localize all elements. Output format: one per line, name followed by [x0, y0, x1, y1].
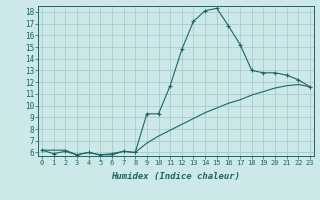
- X-axis label: Humidex (Indice chaleur): Humidex (Indice chaleur): [111, 172, 241, 181]
